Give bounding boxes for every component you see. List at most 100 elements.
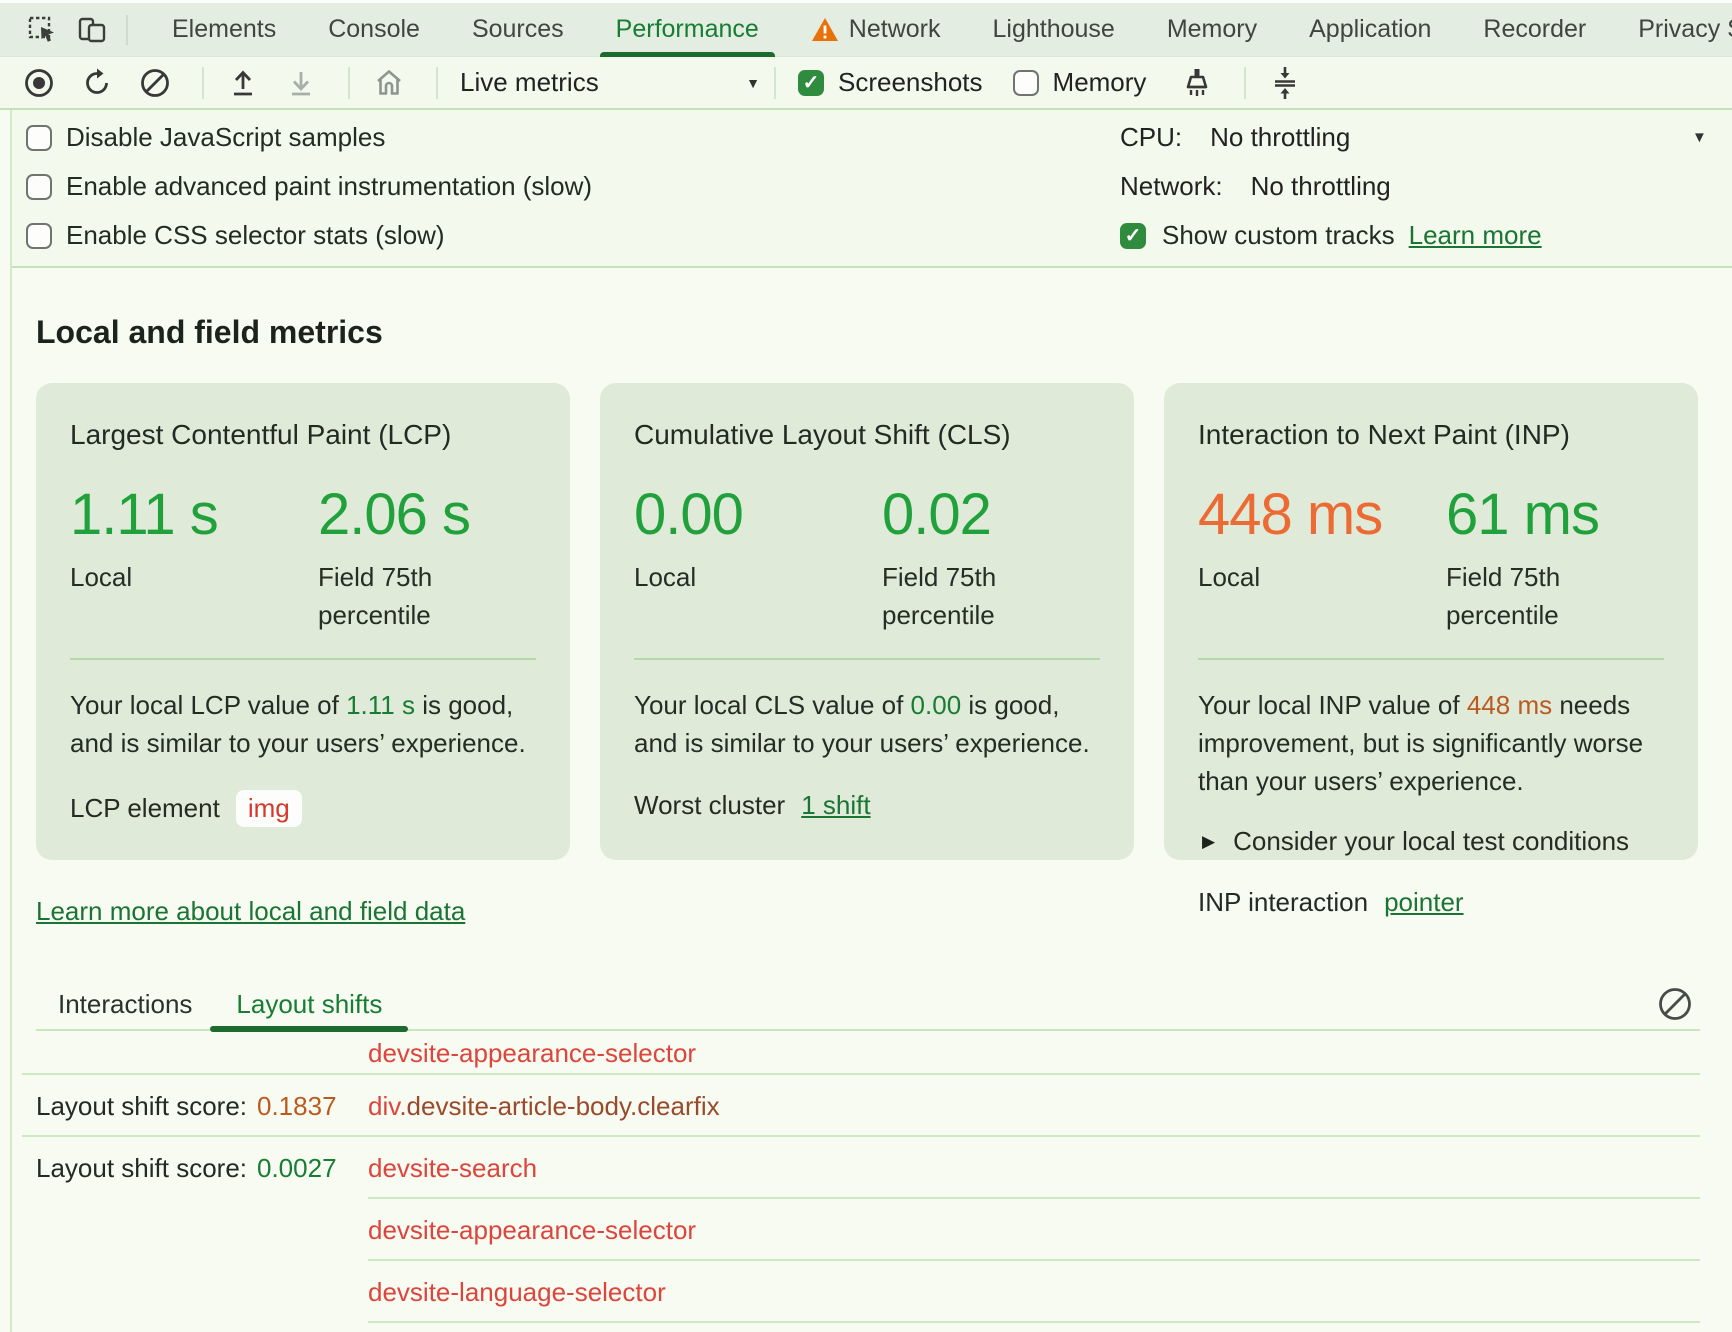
- inp-interaction-link[interactable]: pointer: [1384, 887, 1464, 918]
- cpu-throttling-select[interactable]: No throttling: [1210, 122, 1350, 153]
- css-selector-stats-row[interactable]: Enable CSS selector stats (slow): [26, 211, 592, 260]
- memory-checkbox[interactable]: [1013, 70, 1039, 96]
- advanced-paint-row[interactable]: Enable advanced paint instrumentation (s…: [26, 162, 592, 211]
- save-profile-button[interactable]: [284, 66, 318, 100]
- cls-description: Your local CLS value of 0.00 is good, an…: [634, 686, 1100, 762]
- lcp-description: Your local LCP value of 1.11 s is good, …: [70, 686, 536, 762]
- caret-down-icon: ▼: [746, 75, 760, 91]
- tab-network[interactable]: Network: [785, 1, 967, 58]
- lcp-element-node-link[interactable]: img: [236, 790, 302, 827]
- reload-record-button[interactable]: [80, 66, 114, 100]
- check-icon: ✓: [803, 70, 820, 95]
- tab-privacy-sandbox[interactable]: Privacy Sand: [1612, 1, 1732, 58]
- cls-field-value: 0.02: [882, 481, 1062, 548]
- lcp-local-label: Local: [70, 558, 318, 596]
- cpu-label: CPU:: [1120, 122, 1182, 153]
- home-icon: [372, 66, 406, 100]
- layout-shift-node-link[interactable]: div.devsite-article-body.clearfix: [368, 1091, 720, 1122]
- custom-tracks-row: ✓ Show custom tracks Learn more: [1120, 211, 1732, 260]
- layout-shift-node-link[interactable]: devsite-appearance-selector: [368, 1038, 696, 1069]
- layout-shift-score-label: Layout shift score:: [36, 1091, 247, 1122]
- inp-local-value: 448 ms: [1198, 481, 1446, 548]
- memory-checkbox-row[interactable]: Memory: [1013, 67, 1147, 98]
- collapse-metrics-button[interactable]: [1268, 66, 1302, 100]
- layout-shift-row: devsite-appearance-selector: [36, 1031, 1700, 1075]
- layout-shift-row: Layout shift score: 0.1837 div.devsite-a…: [36, 1075, 1700, 1137]
- collapse-icon: [1269, 66, 1301, 100]
- tab-application[interactable]: Application: [1283, 1, 1457, 58]
- custom-tracks-learn-more-link[interactable]: Learn more: [1409, 220, 1542, 251]
- custom-tracks-checkbox[interactable]: ✓: [1120, 223, 1146, 249]
- caret-down-icon[interactable]: ▼: [1692, 129, 1707, 146]
- advanced-paint-checkbox[interactable]: [26, 174, 52, 200]
- disable-js-samples-row[interactable]: Disable JavaScript samples: [26, 113, 592, 162]
- tab-performance[interactable]: Performance: [590, 1, 785, 58]
- lcp-desc-pre: Your local LCP value of: [70, 690, 346, 720]
- inp-local-conditions-disclosure[interactable]: ▶ Consider your local test conditions: [1198, 826, 1664, 857]
- cls-local-label: Local: [634, 558, 882, 596]
- field-data-learn-more-link[interactable]: Learn more about local and field data: [36, 896, 465, 927]
- layout-shift-row: devsite-language-selector: [36, 1261, 1700, 1323]
- record-icon: [23, 67, 55, 99]
- tab-recorder[interactable]: Recorder: [1457, 1, 1612, 58]
- metrics-heading: Local and field metrics: [36, 314, 1732, 351]
- cls-field-label: Field 75th percentile: [882, 558, 1062, 634]
- inp-interaction-label: INP interaction: [1198, 887, 1368, 918]
- disable-js-samples-checkbox[interactable]: [26, 125, 52, 151]
- node-tag: div: [368, 1091, 399, 1121]
- clear-icon: [139, 67, 171, 99]
- live-metrics-view: Local and field metrics Largest Contentf…: [12, 270, 1732, 1332]
- cpu-throttling-row: CPU: No throttling ▼: [1120, 113, 1732, 162]
- custom-tracks-label: Show custom tracks: [1162, 220, 1395, 251]
- upload-icon: [227, 67, 259, 99]
- devtools-performance-panel: Elements Console Sources Performance Net…: [0, 0, 1732, 1332]
- screenshots-checkbox[interactable]: ✓: [798, 70, 824, 96]
- home-button[interactable]: [372, 66, 406, 100]
- layout-shift-node-link[interactable]: devsite-language-selector: [368, 1277, 666, 1308]
- log-tab-interactions[interactable]: Interactions: [58, 978, 192, 1030]
- device-toolbar-button[interactable]: [70, 8, 114, 52]
- log-tabbar: Interactions Layout shifts: [36, 979, 1700, 1031]
- live-metrics-log: Interactions Layout shifts devsite-appea…: [36, 979, 1700, 1332]
- tab-sources[interactable]: Sources: [446, 1, 590, 58]
- metric-cards: Largest Contentful Paint (LCP) 1.11 s Lo…: [36, 383, 1732, 860]
- layout-shift-row: devsite-appearance-selector: [36, 1199, 1700, 1261]
- layout-shift-row: div.devsite-floating-action-buttons: [36, 1323, 1700, 1332]
- log-tab-layout-shifts[interactable]: Layout shifts: [236, 978, 382, 1030]
- tab-elements[interactable]: Elements: [146, 1, 302, 58]
- toolbar-separator: [202, 67, 204, 99]
- history-select[interactable]: Live metrics ▼: [460, 67, 760, 98]
- inp-local-label: Local: [1198, 558, 1446, 596]
- card-divider: [634, 658, 1100, 660]
- inspect-icon: [27, 15, 57, 45]
- toolbar-separator: [348, 67, 350, 99]
- garbage-collect-icon: [1180, 66, 1214, 100]
- collect-garbage-button[interactable]: [1180, 66, 1214, 100]
- download-icon: [285, 67, 317, 99]
- tab-console[interactable]: Console: [302, 1, 446, 58]
- advanced-paint-label: Enable advanced paint instrumentation (s…: [66, 171, 592, 202]
- record-button[interactable]: [22, 66, 56, 100]
- toolbar-separator: [774, 67, 776, 99]
- clear-log-button[interactable]: [1656, 985, 1694, 1023]
- css-selector-stats-checkbox[interactable]: [26, 223, 52, 249]
- layout-shift-node-link[interactable]: devsite-appearance-selector: [368, 1215, 696, 1246]
- cls-card: Cumulative Layout Shift (CLS) 0.00 Local…: [600, 383, 1134, 860]
- cls-worst-cluster-link[interactable]: 1 shift: [801, 790, 870, 821]
- screenshots-label: Screenshots: [838, 67, 983, 98]
- toolbar-separator: [436, 67, 438, 99]
- clear-button[interactable]: [138, 66, 172, 100]
- load-profile-button[interactable]: [226, 66, 260, 100]
- tab-lighthouse[interactable]: Lighthouse: [966, 1, 1140, 58]
- panel-left-border: [10, 110, 12, 1332]
- inspect-element-button[interactable]: [20, 8, 64, 52]
- network-throttling-select[interactable]: No throttling: [1251, 171, 1391, 202]
- tab-memory[interactable]: Memory: [1141, 1, 1283, 58]
- screenshots-checkbox-row[interactable]: ✓ Screenshots: [798, 67, 983, 98]
- inp-description: Your local INP value of 448 ms needs imp…: [1198, 686, 1664, 800]
- capture-settings-pane: Disable JavaScript samples Enable advanc…: [12, 110, 1732, 268]
- layout-shift-node-link[interactable]: devsite-search: [368, 1153, 537, 1184]
- history-select-value: Live metrics: [460, 67, 599, 98]
- lcp-card-title: Largest Contentful Paint (LCP): [70, 419, 536, 451]
- lcp-field-label: Field 75th percentile: [318, 558, 498, 634]
